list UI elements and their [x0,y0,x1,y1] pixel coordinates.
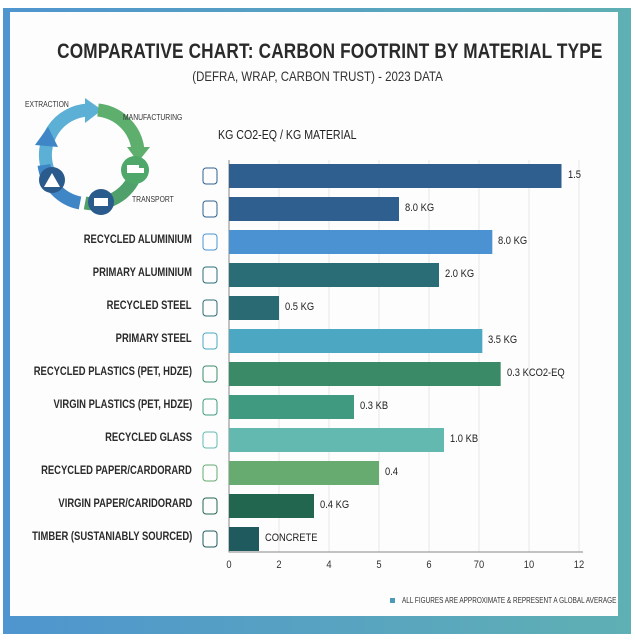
category-label: RECYCLED PAPER/CARDORARD [41,465,192,477]
data-label: 1.0 KB [450,433,479,445]
data-label: 8.0 KG [498,235,528,247]
x-tick-label: 0 [226,559,232,571]
x-tick-label: 70 [473,559,485,571]
data-label: 0.4 KG [320,499,350,511]
category-label: VIRGIN PLASTICS (PET, HDZE) [53,399,192,411]
data-label: CONCRETE [265,532,318,544]
cycle-arrow-extraction [38,103,89,173]
chart-subtitle: (DEFRA, WRAP, CARBON TRUST) - 2023 DATA [192,68,443,84]
cycle-arrowhead [127,147,150,162]
bar [229,362,501,386]
cycle-arrowhead [85,98,102,123]
bar [229,230,493,254]
data-label: 0.3 KB [360,400,389,412]
bar [229,395,354,419]
lifecycle-diagram [35,98,150,215]
bar [229,197,399,221]
bar [229,329,483,353]
category-label: RECYCLED GLASS [105,432,192,444]
ingots-icon [202,200,218,218]
tablet-icon [202,398,218,416]
footnote: ALL FIGURES ARE APPROXIMATE & REPRESENT … [402,596,617,605]
steel-bars-icon [202,332,218,350]
x-tick-label: 5 [376,559,382,571]
x-tick-label: 12 [573,559,585,571]
x-tick-label: 10 [523,559,535,571]
category-label: RECYCLED ALUMINIUM [83,234,192,246]
data-label: 1.5 [567,169,581,181]
cycle-arrow-manufacturing [96,103,145,152]
bar [229,428,444,452]
bar [229,494,314,518]
aluminium-block-icon [202,233,218,251]
bar [229,263,439,287]
bottle-icon [202,365,218,383]
cycle-arrowhead [35,127,58,147]
steel-beam-icon [202,299,218,317]
category-label: VIRGIN PAPER/CARIDORARD [58,498,192,510]
bar [229,461,379,485]
category-label: PRIMARY ALUMINIUM [92,267,192,279]
x-tick-label: 4 [326,559,332,571]
cycle-label-extraction: EXTRACTION [25,100,69,109]
axis-line [228,160,583,553]
data-label: 2.0 KG [445,268,475,280]
category-label: RECYCLED STEEL [107,300,192,312]
cycle-label-transport: TRANSPORT [132,195,174,204]
truck-icon [202,530,218,548]
category-label: TIMBER (SUSTANIABLY SOURCED) [31,531,192,543]
chart-title: COMPARATIVE CHART: CARBON FOOTRINT BY MA… [57,40,603,63]
bar [229,164,562,188]
axis-title: KG CO2-EQ / KG MATERIAL [218,128,357,142]
data-label: 0.3 KCO2-EQ [506,367,565,379]
glass-bottle-icon [202,431,218,449]
gear-icon [202,266,218,284]
data-label: 0.4 [385,466,399,478]
category-label: RECYCLED PLASTICS (PET, HDZE) [33,366,192,378]
cycle-label-manufacturing: MANUFACTURING [123,113,183,122]
bar [229,296,279,320]
category-label: PRIMARY STEEL [116,333,192,345]
data-label: 0.5 KG [285,301,315,313]
can-icon [202,167,218,185]
bar [229,527,259,551]
box-icon [202,464,218,482]
x-tick-label: 2 [276,559,282,571]
legend-marker [390,598,395,603]
data-label: 3.5 KG [488,334,518,346]
x-tick-label: 6 [426,559,432,571]
tree-icon [202,497,218,515]
data-label: 8.0 KG [405,202,435,214]
